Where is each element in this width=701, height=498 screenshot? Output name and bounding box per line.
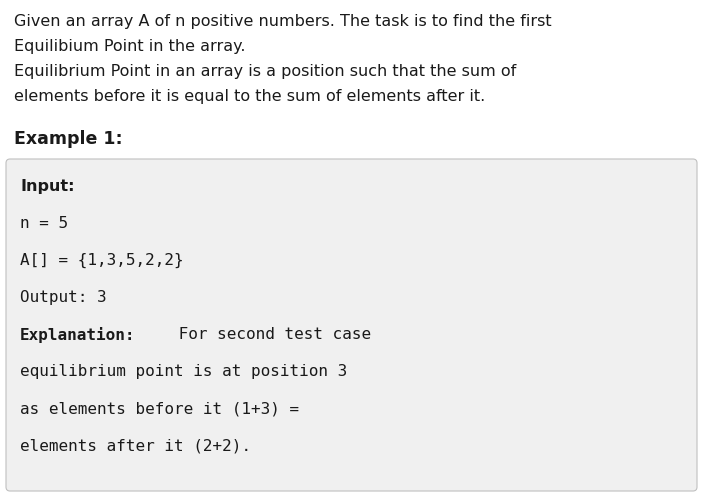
Text: Equilibrium Point in an array is a position such that the sum of: Equilibrium Point in an array is a posit…	[14, 64, 516, 79]
Text: elements after it (2+2).: elements after it (2+2).	[20, 438, 251, 453]
Text: Example 1:: Example 1:	[14, 130, 123, 148]
Text: equilibrium point is at position 3: equilibrium point is at position 3	[20, 364, 347, 379]
Text: For second test case: For second test case	[169, 327, 371, 342]
Text: Explanation:: Explanation:	[20, 327, 135, 343]
Text: elements before it is equal to the sum of elements after it.: elements before it is equal to the sum o…	[14, 89, 485, 104]
FancyBboxPatch shape	[6, 159, 697, 491]
Text: A[] = {1,3,5,2,2}: A[] = {1,3,5,2,2}	[20, 253, 184, 268]
Text: Given an array A of n positive numbers. The task is to find the first: Given an array A of n positive numbers. …	[14, 14, 552, 29]
Text: Equilibium Point in the array.: Equilibium Point in the array.	[14, 39, 245, 54]
Text: n = 5: n = 5	[20, 216, 68, 231]
Text: Input:: Input:	[20, 179, 74, 194]
Text: as elements before it (1+3) =: as elements before it (1+3) =	[20, 401, 299, 416]
Text: Output: 3: Output: 3	[20, 290, 107, 305]
